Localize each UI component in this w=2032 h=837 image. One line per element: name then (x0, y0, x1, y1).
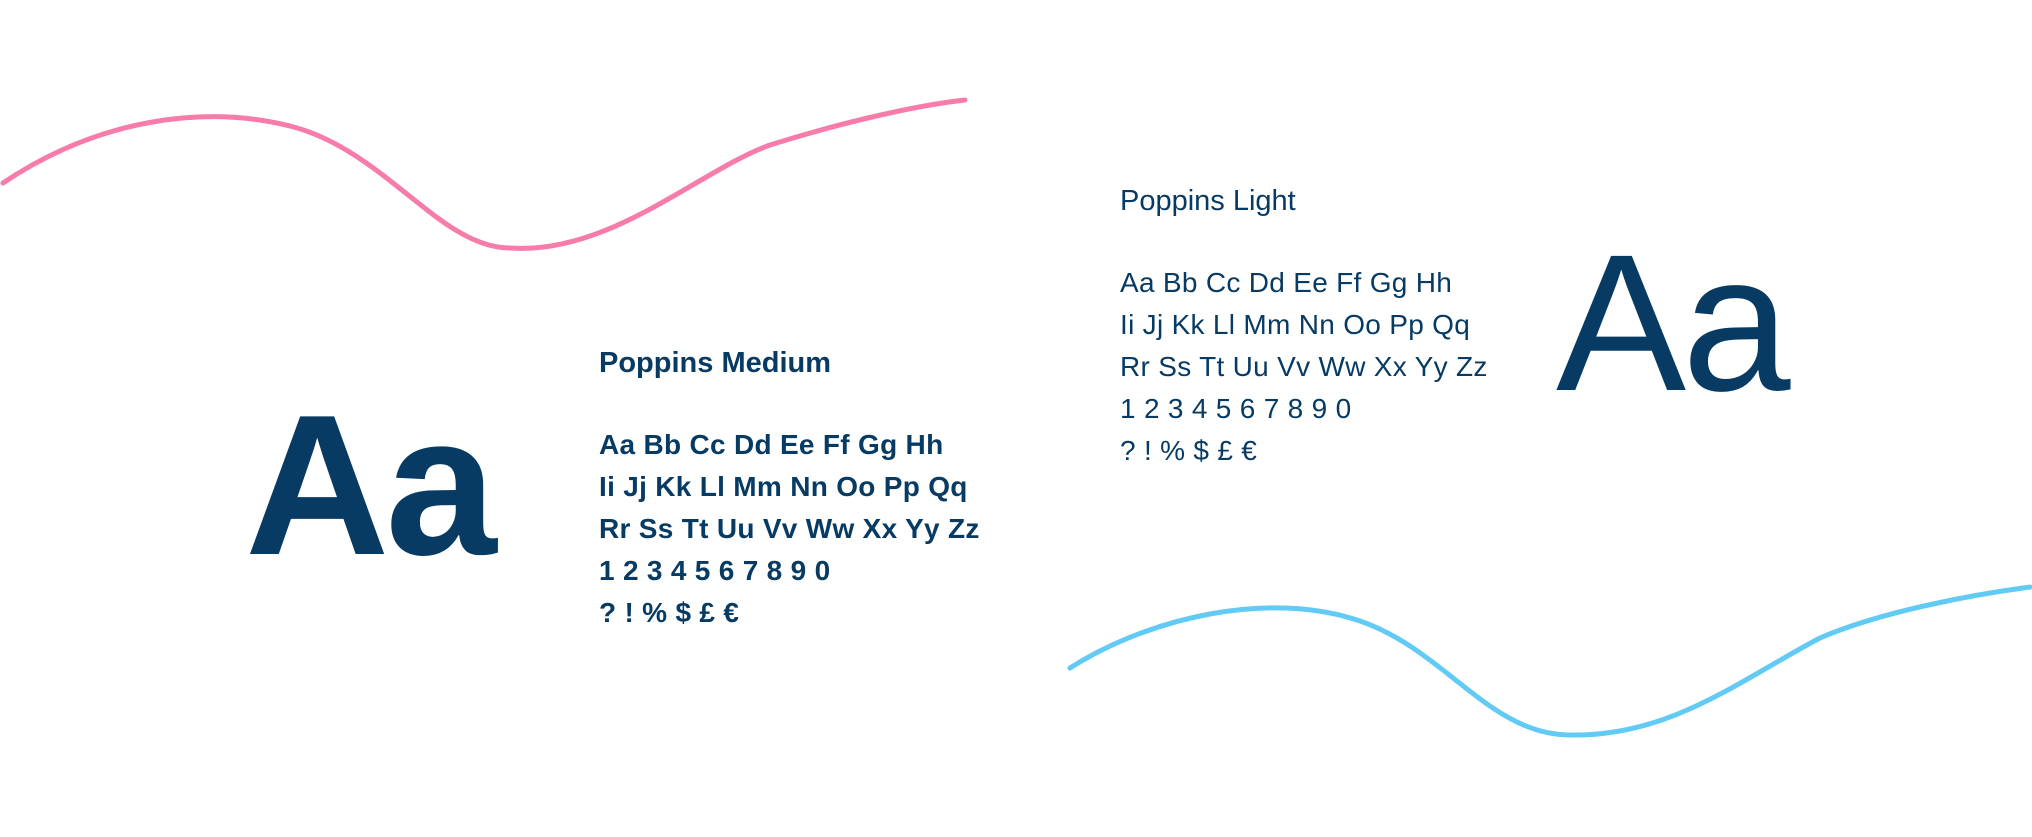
light-glyph-line: 1 2 3 4 5 6 7 8 9 0 (1120, 393, 1352, 424)
light-sample-glyphs: Aa (1556, 214, 1791, 432)
blue-wave-line (1067, 584, 2032, 738)
medium-font-name: Poppins Medium (599, 347, 831, 379)
medium-sample-glyphs: Aa (245, 374, 497, 597)
light-glyph-line: ? ! % $ £ € (1120, 435, 1258, 466)
light-font-name: Poppins Light (1120, 185, 1296, 217)
medium-specimen-block: Poppins Medium Aa Bb Cc Dd Ee Ff Gg Hh I… (599, 349, 980, 634)
medium-glyph-line: Aa Bb Cc Dd Ee Ff Gg Hh (599, 429, 944, 460)
light-glyph-line: Ii Jj Kk Ll Mm Nn Oo Pp Qq (1120, 309, 1471, 340)
medium-glyph-line: Ii Jj Kk Ll Mm Nn Oo Pp Qq (599, 471, 968, 502)
light-glyph-line: Aa Bb Cc Dd Ee Ff Gg Hh (1120, 267, 1453, 298)
light-glyph-line: Rr Ss Tt Uu Vv Ww Xx Yy Zz (1120, 351, 1488, 382)
pink-wave-line (0, 97, 968, 251)
light-specimen-block: Poppins Light Aa Bb Cc Dd Ee Ff Gg Hh Ii… (1120, 187, 1488, 472)
medium-glyph-line: Rr Ss Tt Uu Vv Ww Xx Yy Zz (599, 513, 980, 544)
medium-glyph-line: ? ! % $ £ € (599, 597, 740, 628)
medium-glyph-line: 1 2 3 4 5 6 7 8 9 0 (599, 555, 831, 586)
